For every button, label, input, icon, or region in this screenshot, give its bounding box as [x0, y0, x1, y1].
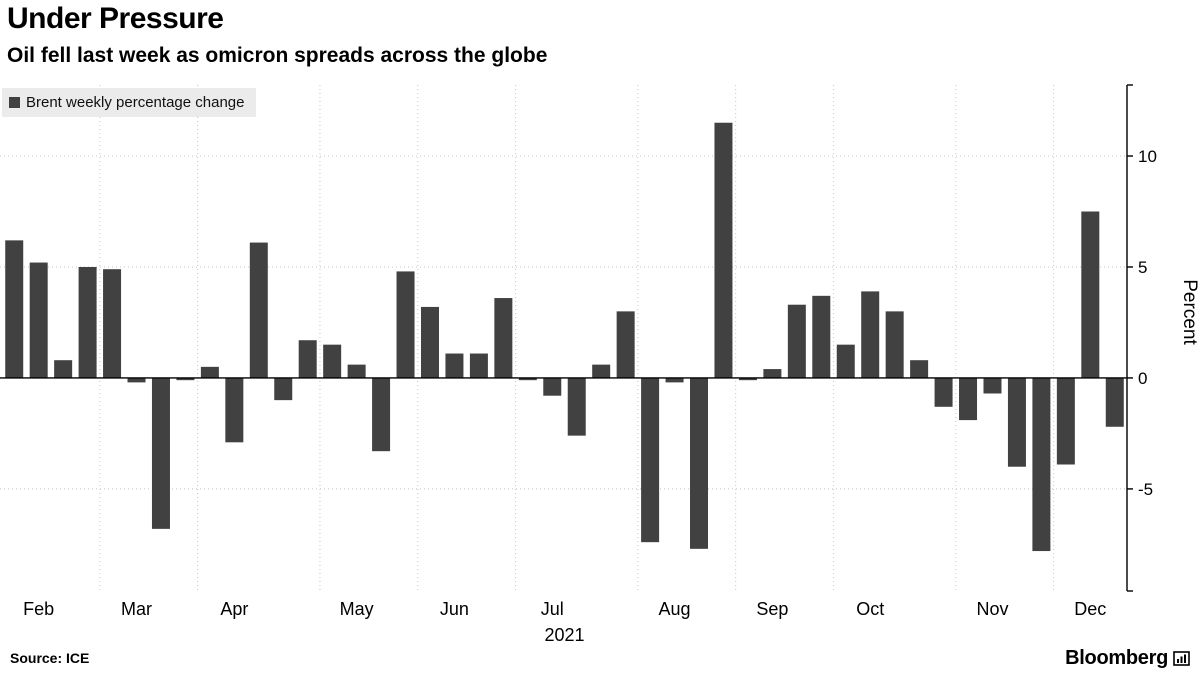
bar [910, 360, 929, 378]
bar [151, 377, 170, 529]
bar [1081, 211, 1100, 378]
x-axis-label: Mar [121, 599, 152, 619]
bar [323, 344, 342, 378]
y-axis-tick-label: 0 [1138, 369, 1147, 388]
y-axis-tick-label: 5 [1138, 258, 1147, 277]
bar [690, 377, 709, 549]
bloomberg-logo-text: Bloomberg [1065, 647, 1168, 669]
bar [592, 364, 611, 378]
bar [1105, 377, 1124, 427]
bar [641, 377, 660, 543]
bar [787, 304, 806, 378]
bar [396, 271, 415, 378]
bar [665, 377, 684, 383]
bar [200, 366, 219, 378]
bar [347, 364, 366, 378]
bar [445, 353, 464, 378]
bar [812, 295, 831, 378]
x-axis-label: Jul [541, 599, 564, 619]
bar [225, 377, 244, 443]
bar [249, 242, 268, 378]
bar [274, 377, 293, 401]
legend-label: Brent weekly percentage change [26, 94, 245, 111]
bar [836, 344, 855, 378]
bar [959, 377, 978, 421]
bar [934, 377, 953, 407]
bar [29, 262, 48, 378]
bar [714, 122, 733, 378]
x-axis-label: Nov [976, 599, 1008, 619]
bar [1056, 377, 1075, 465]
y-axis-tick-label: -5 [1138, 480, 1153, 499]
y-axis-tick-label: 10 [1138, 147, 1157, 166]
bar [1032, 377, 1051, 552]
bar [543, 377, 562, 396]
bar [5, 240, 24, 378]
bar [469, 353, 488, 378]
bar [372, 377, 391, 452]
bar [738, 377, 757, 381]
bar [885, 311, 904, 378]
x-axis-label: Feb [23, 599, 54, 619]
bar [78, 266, 97, 378]
legend: Brent weekly percentage change [2, 88, 257, 117]
bloomberg-chart-icon [1173, 651, 1190, 666]
bar [103, 269, 122, 378]
legend-swatch-icon [9, 97, 20, 108]
bar [1007, 377, 1026, 467]
bar [176, 377, 195, 381]
bar [861, 291, 880, 378]
x-axis-label: Apr [220, 599, 248, 619]
x-axis-label: Dec [1074, 599, 1106, 619]
chart-title: Under Pressure [7, 2, 224, 35]
x-axis-year-label: 2021 [544, 625, 584, 645]
x-axis-label: Jun [440, 599, 469, 619]
x-axis-label: Sep [756, 599, 788, 619]
bloomberg-logo: Bloomberg [1065, 647, 1190, 670]
bar [983, 377, 1002, 394]
bar [127, 377, 146, 383]
chart-subtitle: Oil fell last week as omicron spreads ac… [7, 44, 548, 67]
bar [494, 298, 513, 378]
bar [420, 306, 439, 378]
x-axis-label: May [340, 599, 374, 619]
bar [54, 360, 73, 378]
y-axis-title: Percent [1179, 279, 1200, 345]
x-axis-label: Oct [856, 599, 884, 619]
x-axis-label: Aug [659, 599, 691, 619]
source-note: Source: ICE [10, 650, 90, 666]
bar [298, 340, 317, 378]
bar [518, 377, 537, 381]
bar [763, 369, 782, 378]
bar [567, 377, 586, 436]
bar [616, 311, 635, 378]
